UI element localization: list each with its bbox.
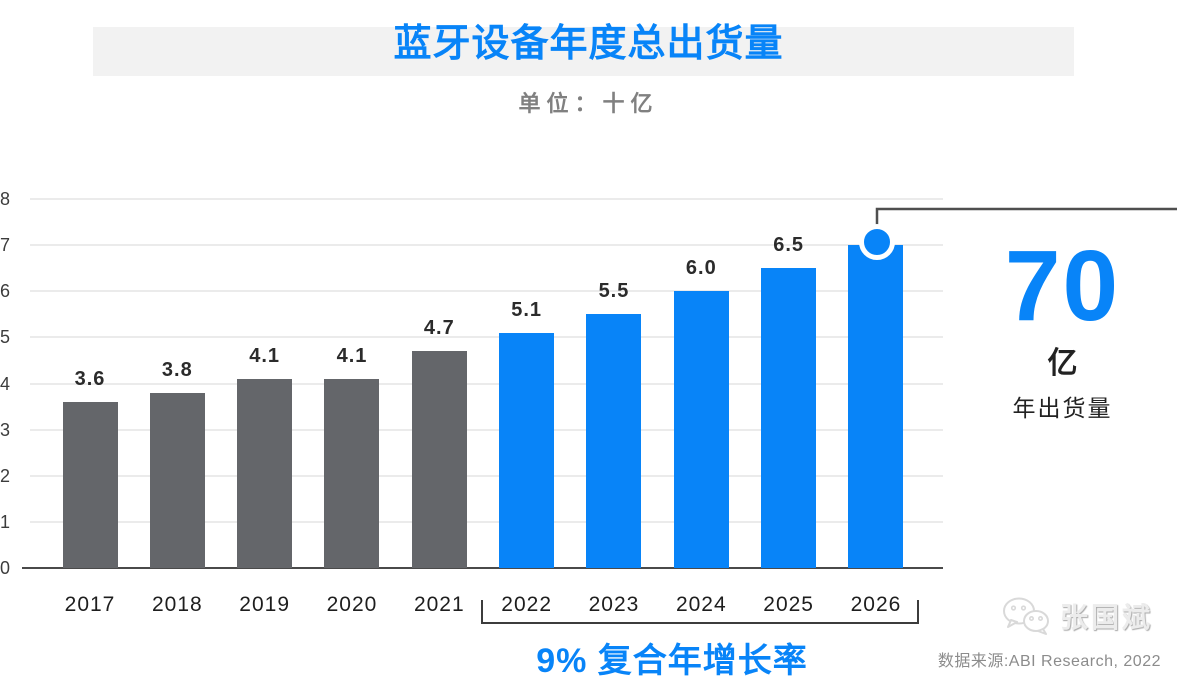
watermark: 张国斌: [1001, 596, 1153, 636]
x-tick-label-2026: 2026: [850, 593, 902, 616]
bar-2020: [324, 378, 380, 568]
wechat-icon: [1002, 597, 1049, 635]
bar-value-label: 4.7: [423, 317, 455, 340]
y-tick-label: 5: [0, 327, 11, 348]
callout-value: 70: [1004, 230, 1121, 342]
y-tick-label: 4: [0, 373, 11, 394]
gridline: [30, 428, 943, 431]
bar-value-label: 6.5: [773, 234, 805, 257]
gridline: [30, 198, 943, 200]
data-source: 数据来源:ABI Research, 2022: [937, 653, 1161, 670]
callout-label: 年出货量: [1012, 395, 1113, 421]
title-band: [93, 27, 1074, 76]
x-tick-label-2019: 2019: [239, 593, 291, 616]
bar-2019: [237, 378, 293, 568]
gridline: [30, 520, 943, 523]
bar-value-label: 3.6: [74, 367, 106, 390]
y-tick-label: 0: [0, 558, 11, 578]
x-tick-label-2024: 2024: [675, 593, 727, 616]
x-tick-label-2020: 2020: [326, 593, 378, 616]
chart-unit-label: 单位：十亿: [518, 91, 659, 116]
x-tick-label-2025: 2025: [763, 593, 814, 616]
x-tick-label-2022: 2022: [501, 593, 552, 616]
bar-value-label: 4.1: [249, 344, 281, 367]
bar-value-label: 3.8: [161, 358, 193, 381]
bar-value-label: 4.1: [336, 344, 368, 367]
watermark-name: 张国斌: [1059, 602, 1153, 633]
y-tick-label: 7: [0, 235, 11, 256]
x-axis-line: [22, 567, 943, 569]
y-tick-label: 3: [0, 419, 11, 440]
bar-2017: [62, 401, 118, 568]
x-tick-label-2018: 2018: [151, 593, 203, 616]
y-tick-label: 2: [0, 465, 11, 486]
x-tick-label-2021: 2021: [413, 593, 465, 616]
bar-value-label: 5.1: [511, 298, 543, 321]
page-title: 蓝牙设备年度总出货量: [393, 23, 784, 65]
cagr-label: 9% 复合年增长率: [536, 642, 808, 676]
callout: 70 亿 年出货量: [960, 230, 1165, 423]
bar-2023: [586, 314, 642, 568]
y-tick-label: 8: [0, 189, 11, 209]
gridline: [30, 474, 943, 477]
bar-2024: [673, 291, 729, 568]
callout-unit: 亿: [1047, 347, 1078, 380]
gridline: [30, 290, 943, 293]
bar-2018: [149, 392, 205, 568]
bar-value-label: 6.0: [685, 257, 717, 280]
bar-value-label: 5.5: [598, 280, 630, 303]
bar-2025: [761, 268, 817, 568]
bar-2021: [411, 351, 467, 568]
y-tick-label: 1: [0, 511, 11, 532]
gridline: [30, 382, 943, 385]
x-tick-label-2017: 2017: [64, 593, 116, 616]
x-tick-label-2023: 2023: [588, 593, 640, 616]
gridline: [30, 336, 943, 339]
bar-2022: [499, 332, 555, 568]
bar-2026: [848, 245, 904, 568]
highlight-dot: [859, 224, 895, 260]
gridline: [30, 244, 943, 247]
y-tick-label: 6: [0, 281, 11, 302]
